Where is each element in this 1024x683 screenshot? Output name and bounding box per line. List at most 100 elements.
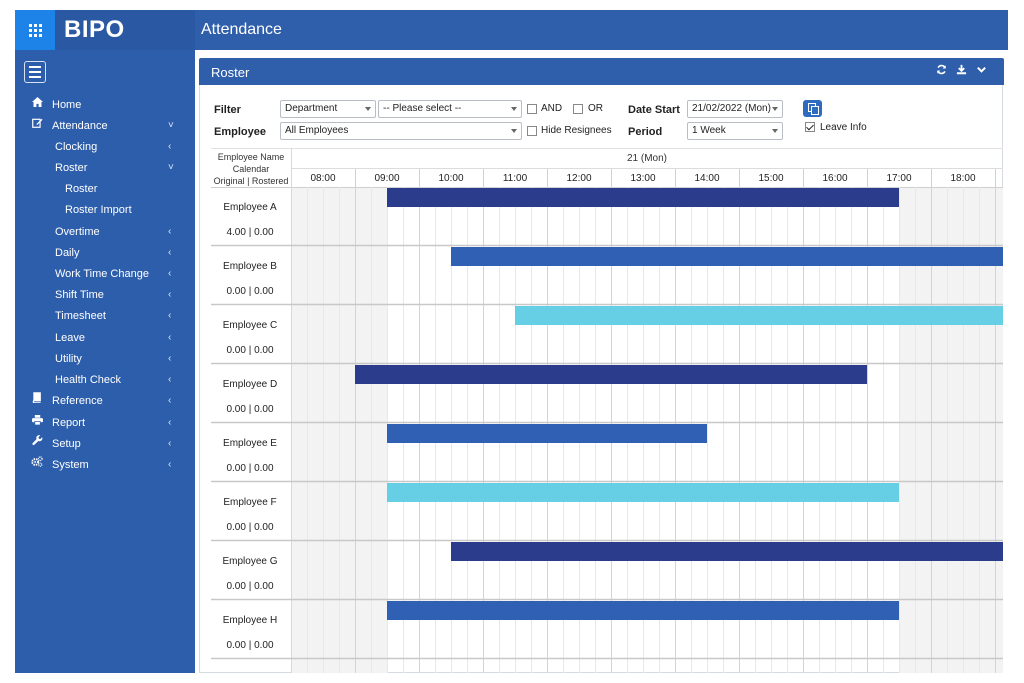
sidebar-item-clocking[interactable]: Clocking ‹: [15, 138, 195, 156]
sidebar-item-roster-import[interactable]: Roster Import: [15, 201, 195, 219]
employee-name[interactable]: Employee C: [222, 320, 278, 331]
copy-icon[interactable]: [803, 100, 822, 117]
chevron-left-icon: ‹: [168, 310, 172, 321]
department-value-text: -- Please select --: [383, 103, 462, 114]
sidebar-item-leave[interactable]: Leave ‹: [15, 329, 195, 347]
chevron-left-icon: ‹: [168, 141, 172, 152]
employee-hours: 0.00 | 0.00: [226, 345, 274, 356]
shift-bar[interactable]: [387, 483, 899, 502]
date-start-value: 21/02/2022 (Mon): [692, 103, 771, 114]
sidebar-item-system[interactable]: System ‹: [15, 456, 195, 474]
top-bar: [195, 10, 1008, 50]
chevron-left-icon: ‹: [168, 395, 172, 406]
sidebar-item-label: Report: [52, 417, 86, 429]
or-checkbox[interactable]: [573, 104, 583, 114]
print-icon: [31, 414, 43, 432]
and-label: AND: [541, 103, 563, 114]
page-title: Attendance: [201, 21, 282, 38]
grid-header-name: Employee Name: [217, 152, 285, 162]
employee-name[interactable]: Employee E: [223, 438, 277, 449]
sidebar-item-attendance[interactable]: Attendance ˅: [15, 117, 195, 135]
department-value-select[interactable]: -- Please select --: [378, 100, 522, 118]
sidebar-item-overtime[interactable]: Overtime ‹: [15, 223, 195, 241]
refresh-icon[interactable]: [936, 64, 947, 79]
collapse-chevron-icon[interactable]: [976, 64, 987, 79]
sidebar-item-label: Leave: [55, 332, 85, 344]
panel-header: [199, 58, 1004, 85]
employee-name[interactable]: Employee B: [223, 261, 277, 272]
shift-bar[interactable]: [451, 247, 1003, 266]
filter-label: Filter: [214, 104, 241, 116]
and-checkbox[interactable]: [527, 104, 537, 114]
chevron-left-icon: ‹: [168, 374, 172, 385]
download-icon[interactable]: [956, 64, 967, 79]
leave-info-checkbox[interactable]: [805, 122, 815, 132]
chevron-left-icon: ‹: [168, 247, 172, 258]
hour-label: 18:00: [950, 173, 976, 184]
employee-name[interactable]: Employee D: [222, 379, 278, 390]
employee-hours: 0.00 | 0.00: [226, 581, 274, 592]
sidebar-item-label: Health Check: [55, 374, 122, 386]
sidebar-item-label: Roster: [55, 162, 88, 174]
hide-resignees-checkbox[interactable]: [527, 126, 537, 136]
sidebar-item-reference[interactable]: Reference ‹: [15, 392, 195, 410]
apps-grid-icon[interactable]: [15, 10, 55, 50]
grid-header-calendar: Calendar: [232, 164, 270, 174]
sidebar-item-label: Clocking: [55, 141, 98, 153]
shift-bar[interactable]: [451, 542, 1003, 561]
or-label: OR: [588, 103, 603, 114]
shift-bar[interactable]: [387, 601, 899, 620]
hour-label: 15:00: [758, 173, 784, 184]
shift-bar[interactable]: [515, 306, 1003, 325]
sidebar-item-shift-time[interactable]: Shift Time ‹: [15, 286, 195, 304]
edit-icon: [31, 117, 43, 135]
employee-name[interactable]: Employee G: [222, 556, 278, 567]
sidebar-item-roster-sub[interactable]: Roster: [15, 180, 195, 198]
employee-name[interactable]: Employee H: [222, 615, 278, 626]
employee-hours: 0.00 | 0.00: [226, 463, 274, 474]
sidebar-item-timesheet[interactable]: Timesheet ‹: [15, 307, 195, 325]
sidebar-item-utility[interactable]: Utility ‹: [15, 350, 195, 368]
sidebar-item-label: Roster Import: [65, 204, 132, 216]
sidebar-item-label: Daily: [55, 247, 80, 259]
shift-bar[interactable]: [355, 365, 867, 384]
menu-toggle-icon[interactable]: [24, 61, 46, 83]
chevron-left-icon: ‹: [168, 332, 172, 343]
hour-label: 11:00: [502, 173, 528, 184]
date-start-select[interactable]: 21/02/2022 (Mon): [687, 100, 783, 118]
sidebar-item-label: Shift Time: [55, 289, 104, 301]
sidebar-item-home[interactable]: Home: [15, 96, 195, 114]
home-icon: [31, 96, 43, 114]
shift-bar[interactable]: [387, 424, 707, 443]
sidebar-item-setup[interactable]: Setup ‹: [15, 435, 195, 453]
sidebar-item-roster[interactable]: Roster ˅: [15, 159, 195, 177]
sidebar-item-label: System: [52, 459, 89, 471]
brand-logo[interactable]: BIPO: [64, 16, 125, 43]
employee-select[interactable]: All Employees: [280, 122, 522, 140]
wrench-icon: [31, 435, 43, 453]
shift-bar[interactable]: [387, 188, 899, 207]
period-select[interactable]: 1 Week: [687, 122, 783, 140]
sidebar-item-label: Timesheet: [55, 310, 106, 322]
period-value: 1 Week: [692, 125, 726, 136]
employee-label: Employee: [214, 126, 266, 138]
chevron-left-icon: ‹: [168, 226, 172, 237]
sidebar-item-report[interactable]: Report ‹: [15, 414, 195, 432]
department-select[interactable]: Department: [280, 100, 376, 118]
employee-name[interactable]: Employee A: [223, 202, 277, 213]
employee-select-value: All Employees: [285, 125, 349, 136]
panel-title: Roster: [211, 65, 250, 80]
hour-label: 12:00: [566, 173, 592, 184]
chevron-left-icon: ‹: [168, 459, 172, 470]
chevron-down-icon: ˅: [168, 162, 174, 173]
sidebar-item-daily[interactable]: Daily ‹: [15, 244, 195, 262]
hour-label: 10:00: [438, 173, 464, 184]
employee-hours: 0.00 | 0.00: [226, 404, 274, 415]
employee-name[interactable]: Employee F: [223, 497, 277, 508]
chevron-left-icon: ‹: [168, 268, 172, 279]
sidebar-item-work-time-change[interactable]: Work Time Change ‹: [15, 265, 195, 283]
chevron-left-icon: ‹: [168, 353, 172, 364]
sidebar-item-health-check[interactable]: Health Check ‹: [15, 371, 195, 389]
sidebar-item-label: Attendance: [52, 120, 108, 132]
